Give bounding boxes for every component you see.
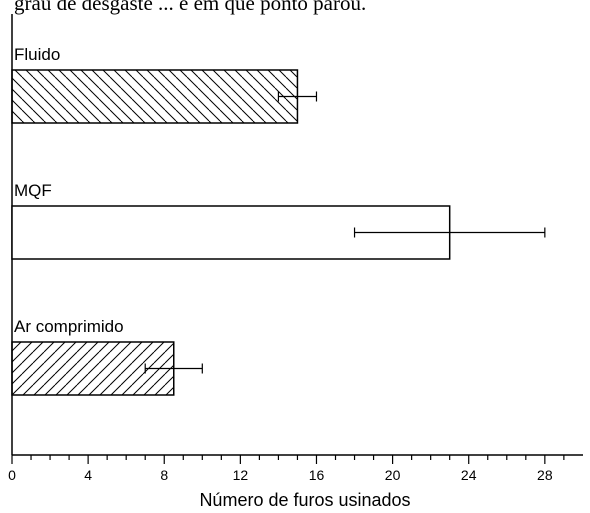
- category-label: Fluido: [14, 45, 60, 64]
- bars: Fluido MQF Ar comprimido: [11, 45, 546, 396]
- x-tick-label: 0: [8, 467, 16, 483]
- x-tick-label: 12: [233, 467, 249, 483]
- category-label: Ar comprimido: [14, 317, 124, 336]
- x-tick-label: 20: [385, 467, 401, 483]
- x-tick-label: 24: [461, 467, 477, 483]
- x-tick-label: 4: [84, 467, 92, 483]
- x-tick-label: 8: [160, 467, 168, 483]
- top-caption-text: grau de desgaste ... e em que ponto paro…: [14, 0, 366, 15]
- category-label: MQF: [14, 181, 52, 200]
- bar: [11, 69, 299, 124]
- x-tick-label: 28: [537, 467, 553, 483]
- x-tick-label: 16: [309, 467, 325, 483]
- x-axis-label: Número de furos usinados: [199, 490, 410, 510]
- x-axis-ticks: 0 4 8 12 16 20 24 28: [8, 455, 565, 483]
